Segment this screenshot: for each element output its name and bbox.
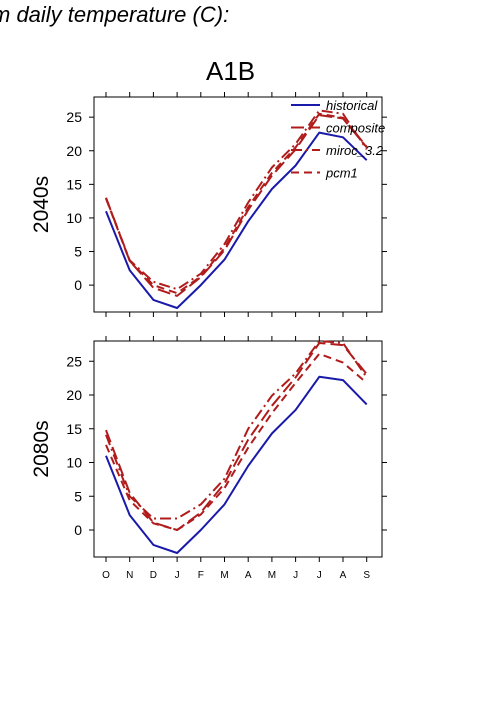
x-tick-label: M <box>220 570 228 581</box>
panel-label: 2040s <box>30 176 53 233</box>
x-tick-label: O <box>102 570 110 581</box>
legend-label: historical <box>326 98 378 113</box>
series-line-historical <box>105 375 368 554</box>
x-tick-label: F <box>198 570 204 581</box>
series-line-composite <box>105 342 368 531</box>
x-tick-label: N <box>126 570 133 581</box>
y-tick-label: 5 <box>74 488 82 504</box>
y-tick-label: 5 <box>74 244 82 260</box>
y-tick-label: 0 <box>74 522 82 538</box>
legend-label: pcm1 <box>325 166 358 181</box>
y-tick-label: 0 <box>74 277 82 293</box>
x-tick-label: A <box>245 570 252 581</box>
x-tick-label: A <box>340 570 347 581</box>
y-tick-label: 10 <box>66 210 82 226</box>
x-tick-label: M <box>268 570 276 581</box>
x-tick-label: J <box>175 570 180 581</box>
y-tick-label: 15 <box>66 176 82 192</box>
y-tick-label: 25 <box>66 353 82 369</box>
y-tick-label: 15 <box>66 421 82 437</box>
x-tick-label: S <box>363 570 370 581</box>
y-tick-label: 20 <box>66 387 82 403</box>
series-line-miroc-3-2 <box>105 109 368 291</box>
series-line-pcm1 <box>105 352 368 531</box>
plot-frame <box>93 96 383 313</box>
series-line-miroc-3-2 <box>105 340 368 520</box>
x-tick-label: D <box>150 570 157 581</box>
series-line-pcm1 <box>105 112 368 295</box>
y-tick-label: 10 <box>66 455 82 471</box>
page-title: m daily temperature (C): <box>0 2 230 27</box>
y-tick-label: 20 <box>66 143 82 159</box>
scenario-title: A1B <box>206 56 256 86</box>
legend-label: composite <box>326 121 385 136</box>
series-line-historical <box>105 131 368 309</box>
x-tick-label: J <box>293 570 298 581</box>
panel-label: 2080s <box>30 420 53 477</box>
plot-frame <box>93 340 383 558</box>
x-tick-label: J <box>317 570 322 581</box>
legend-label: miroc_3.2 <box>326 143 384 158</box>
series-line-composite <box>105 114 368 297</box>
y-tick-label: 25 <box>66 109 82 125</box>
